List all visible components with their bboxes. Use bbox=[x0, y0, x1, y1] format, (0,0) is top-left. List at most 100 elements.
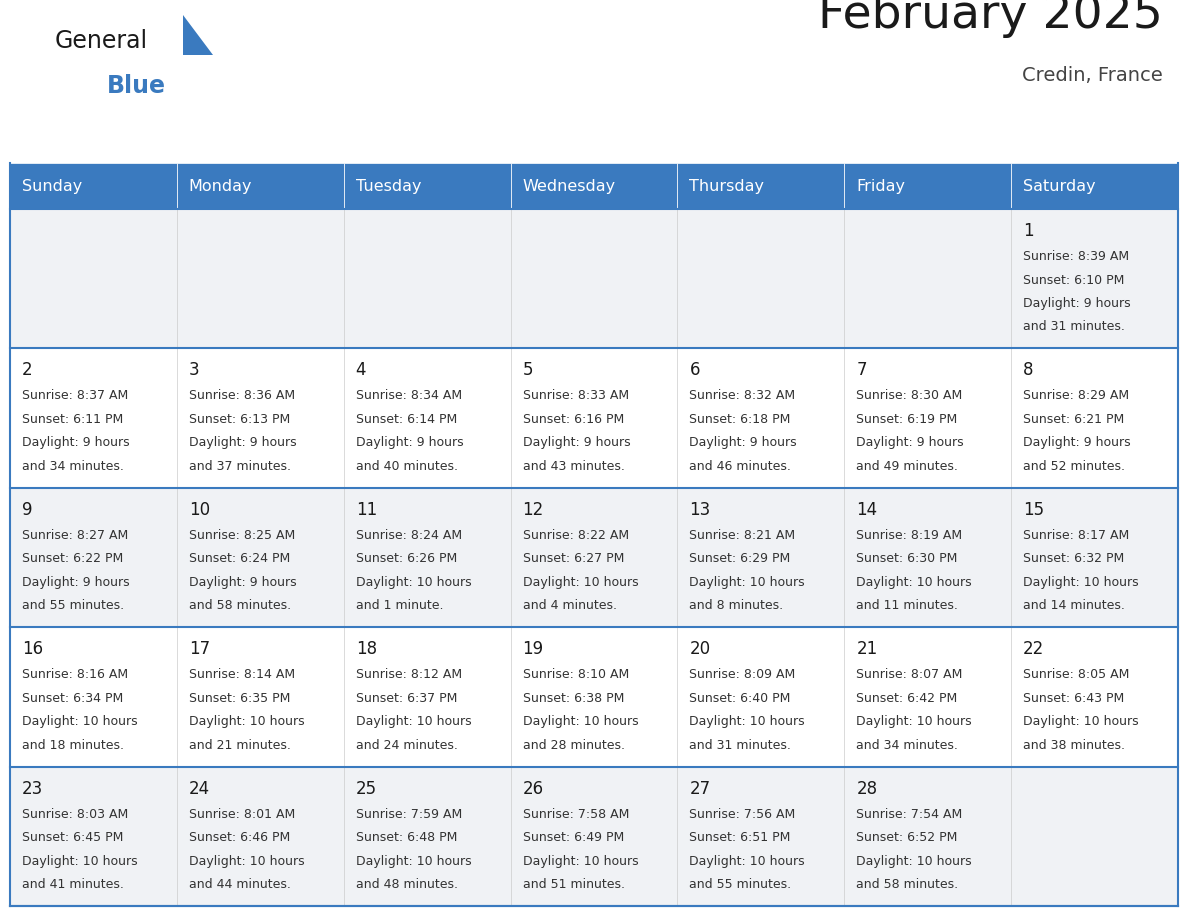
Text: and 43 minutes.: and 43 minutes. bbox=[523, 460, 625, 473]
Text: and 55 minutes.: and 55 minutes. bbox=[23, 599, 124, 612]
Text: and 49 minutes.: and 49 minutes. bbox=[857, 460, 959, 473]
Text: Sunset: 6:29 PM: Sunset: 6:29 PM bbox=[689, 553, 791, 565]
Bar bbox=[177, 209, 343, 349]
Text: 5: 5 bbox=[523, 362, 533, 379]
Text: Sunset: 6:32 PM: Sunset: 6:32 PM bbox=[1023, 553, 1124, 565]
Text: 8: 8 bbox=[1023, 362, 1034, 379]
Bar bbox=[10, 209, 177, 349]
Bar bbox=[177, 627, 343, 767]
Text: Sunrise: 7:58 AM: Sunrise: 7:58 AM bbox=[523, 808, 628, 821]
Text: 14: 14 bbox=[857, 501, 878, 519]
Text: Sunrise: 8:36 AM: Sunrise: 8:36 AM bbox=[189, 389, 295, 402]
Text: and 18 minutes.: and 18 minutes. bbox=[23, 739, 124, 752]
Text: Sunrise: 8:39 AM: Sunrise: 8:39 AM bbox=[1023, 250, 1130, 263]
Text: and 1 minute.: and 1 minute. bbox=[355, 599, 443, 612]
Text: Sunrise: 8:14 AM: Sunrise: 8:14 AM bbox=[189, 668, 295, 681]
Text: and 8 minutes.: and 8 minutes. bbox=[689, 599, 784, 612]
Text: Daylight: 10 hours: Daylight: 10 hours bbox=[523, 855, 638, 868]
Bar bbox=[343, 487, 511, 627]
Text: 6: 6 bbox=[689, 362, 700, 379]
Bar bbox=[511, 487, 677, 627]
Text: 23: 23 bbox=[23, 779, 43, 798]
Bar bbox=[677, 627, 845, 767]
Text: 16: 16 bbox=[23, 640, 43, 658]
Bar bbox=[10, 349, 177, 487]
Text: and 58 minutes.: and 58 minutes. bbox=[857, 879, 959, 891]
Bar bbox=[845, 163, 1011, 209]
Text: Daylight: 10 hours: Daylight: 10 hours bbox=[689, 715, 805, 728]
Text: Sunset: 6:27 PM: Sunset: 6:27 PM bbox=[523, 553, 624, 565]
Text: and 14 minutes.: and 14 minutes. bbox=[1023, 599, 1125, 612]
Text: Saturday: Saturday bbox=[1023, 178, 1095, 194]
Text: and 41 minutes.: and 41 minutes. bbox=[23, 879, 124, 891]
Text: and 11 minutes.: and 11 minutes. bbox=[857, 599, 959, 612]
Text: Sunset: 6:34 PM: Sunset: 6:34 PM bbox=[23, 691, 124, 705]
Text: Sunrise: 8:16 AM: Sunrise: 8:16 AM bbox=[23, 668, 128, 681]
Text: and 40 minutes.: and 40 minutes. bbox=[355, 460, 457, 473]
Bar bbox=[177, 163, 343, 209]
Text: Sunrise: 8:32 AM: Sunrise: 8:32 AM bbox=[689, 389, 796, 402]
Text: and 31 minutes.: and 31 minutes. bbox=[689, 739, 791, 752]
Text: 19: 19 bbox=[523, 640, 544, 658]
Text: Daylight: 9 hours: Daylight: 9 hours bbox=[23, 436, 129, 450]
Text: 24: 24 bbox=[189, 779, 210, 798]
Text: Sunrise: 8:21 AM: Sunrise: 8:21 AM bbox=[689, 529, 796, 542]
Text: and 58 minutes.: and 58 minutes. bbox=[189, 599, 291, 612]
Bar bbox=[845, 349, 1011, 487]
Text: 18: 18 bbox=[355, 640, 377, 658]
Text: Sunset: 6:38 PM: Sunset: 6:38 PM bbox=[523, 691, 624, 705]
Text: Sunrise: 7:56 AM: Sunrise: 7:56 AM bbox=[689, 808, 796, 821]
Text: Daylight: 9 hours: Daylight: 9 hours bbox=[1023, 297, 1131, 310]
Text: and 34 minutes.: and 34 minutes. bbox=[23, 460, 124, 473]
Text: Sunrise: 7:59 AM: Sunrise: 7:59 AM bbox=[355, 808, 462, 821]
Text: and 44 minutes.: and 44 minutes. bbox=[189, 879, 291, 891]
Text: Sunset: 6:40 PM: Sunset: 6:40 PM bbox=[689, 691, 791, 705]
Bar bbox=[10, 627, 177, 767]
Text: Sunrise: 8:10 AM: Sunrise: 8:10 AM bbox=[523, 668, 628, 681]
Text: and 55 minutes.: and 55 minutes. bbox=[689, 879, 791, 891]
Text: Daylight: 10 hours: Daylight: 10 hours bbox=[857, 576, 972, 588]
Text: Sunrise: 8:12 AM: Sunrise: 8:12 AM bbox=[355, 668, 462, 681]
Bar bbox=[677, 209, 845, 349]
Text: Daylight: 9 hours: Daylight: 9 hours bbox=[689, 436, 797, 450]
Text: Sunrise: 8:05 AM: Sunrise: 8:05 AM bbox=[1023, 668, 1130, 681]
Text: Daylight: 10 hours: Daylight: 10 hours bbox=[355, 855, 472, 868]
Text: and 28 minutes.: and 28 minutes. bbox=[523, 739, 625, 752]
Text: Sunset: 6:35 PM: Sunset: 6:35 PM bbox=[189, 691, 290, 705]
Text: Daylight: 10 hours: Daylight: 10 hours bbox=[523, 576, 638, 588]
Text: Sunset: 6:13 PM: Sunset: 6:13 PM bbox=[189, 413, 290, 426]
Text: Sunrise: 8:29 AM: Sunrise: 8:29 AM bbox=[1023, 389, 1130, 402]
Text: Daylight: 9 hours: Daylight: 9 hours bbox=[189, 436, 297, 450]
Text: Daylight: 10 hours: Daylight: 10 hours bbox=[1023, 715, 1139, 728]
Text: Sunset: 6:18 PM: Sunset: 6:18 PM bbox=[689, 413, 791, 426]
Text: 17: 17 bbox=[189, 640, 210, 658]
Text: and 46 minutes.: and 46 minutes. bbox=[689, 460, 791, 473]
Text: Daylight: 10 hours: Daylight: 10 hours bbox=[857, 855, 972, 868]
Text: Daylight: 10 hours: Daylight: 10 hours bbox=[23, 855, 138, 868]
Text: 2: 2 bbox=[23, 362, 32, 379]
Text: Daylight: 10 hours: Daylight: 10 hours bbox=[189, 855, 304, 868]
Bar bbox=[511, 209, 677, 349]
Text: Daylight: 10 hours: Daylight: 10 hours bbox=[355, 576, 472, 588]
Text: and 21 minutes.: and 21 minutes. bbox=[189, 739, 291, 752]
Bar bbox=[10, 767, 177, 906]
Bar bbox=[511, 627, 677, 767]
Bar bbox=[511, 163, 677, 209]
Text: Sunset: 6:51 PM: Sunset: 6:51 PM bbox=[689, 831, 791, 844]
Text: Sunset: 6:14 PM: Sunset: 6:14 PM bbox=[355, 413, 457, 426]
Text: 26: 26 bbox=[523, 779, 544, 798]
Text: Sunset: 6:48 PM: Sunset: 6:48 PM bbox=[355, 831, 457, 844]
Text: Sunset: 6:52 PM: Sunset: 6:52 PM bbox=[857, 831, 958, 844]
Bar bbox=[845, 209, 1011, 349]
Bar bbox=[677, 163, 845, 209]
Text: 1: 1 bbox=[1023, 222, 1034, 240]
Text: 28: 28 bbox=[857, 779, 878, 798]
Text: Sunrise: 8:17 AM: Sunrise: 8:17 AM bbox=[1023, 529, 1130, 542]
Bar bbox=[10, 163, 177, 209]
Text: Sunrise: 8:33 AM: Sunrise: 8:33 AM bbox=[523, 389, 628, 402]
Text: Daylight: 10 hours: Daylight: 10 hours bbox=[857, 715, 972, 728]
Text: Sunset: 6:16 PM: Sunset: 6:16 PM bbox=[523, 413, 624, 426]
Text: Friday: Friday bbox=[857, 178, 905, 194]
Bar bbox=[343, 767, 511, 906]
Text: Sunrise: 8:34 AM: Sunrise: 8:34 AM bbox=[355, 389, 462, 402]
